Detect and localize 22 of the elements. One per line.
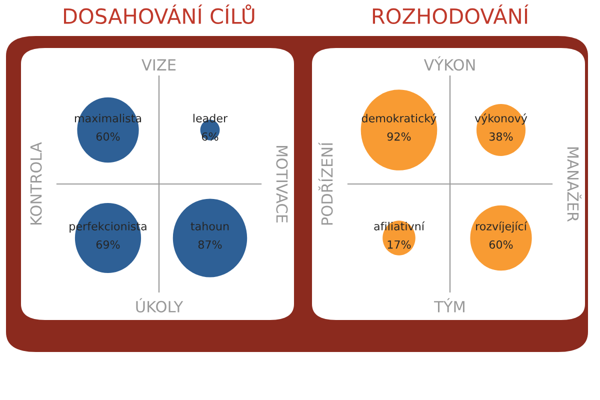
data-label: 6% — [202, 132, 218, 141]
data-label: 38% — [490, 132, 513, 141]
text: PODŘÍZENÍ — [318, 142, 333, 225]
data-label: 69% — [96, 240, 120, 249]
data-label: 60% — [96, 132, 120, 141]
data-label: 92% — [387, 132, 411, 141]
text: MOTIVACE — [276, 146, 288, 223]
category-label: tahoun — [190, 222, 229, 230]
text: DOSAHOVÁNÍ CÍLŮ — [64, 4, 254, 24]
text: VIZE — [142, 59, 176, 70]
text: KONTROLA — [30, 142, 42, 224]
text: TÝM — [434, 298, 464, 312]
text: ÚKOLY — [136, 298, 184, 312]
category-label: demokratický — [362, 113, 436, 125]
category-label: leader — [193, 114, 228, 122]
category-label: rozvíjející — [476, 221, 528, 233]
text: ROZHODOVÁNÍ — [372, 4, 528, 24]
text: VÝKON — [424, 56, 475, 71]
data-label: 87% — [198, 240, 222, 249]
data-label: 17% — [388, 240, 411, 249]
text: MANAŽER — [567, 147, 582, 222]
data-label: 60% — [489, 240, 513, 249]
